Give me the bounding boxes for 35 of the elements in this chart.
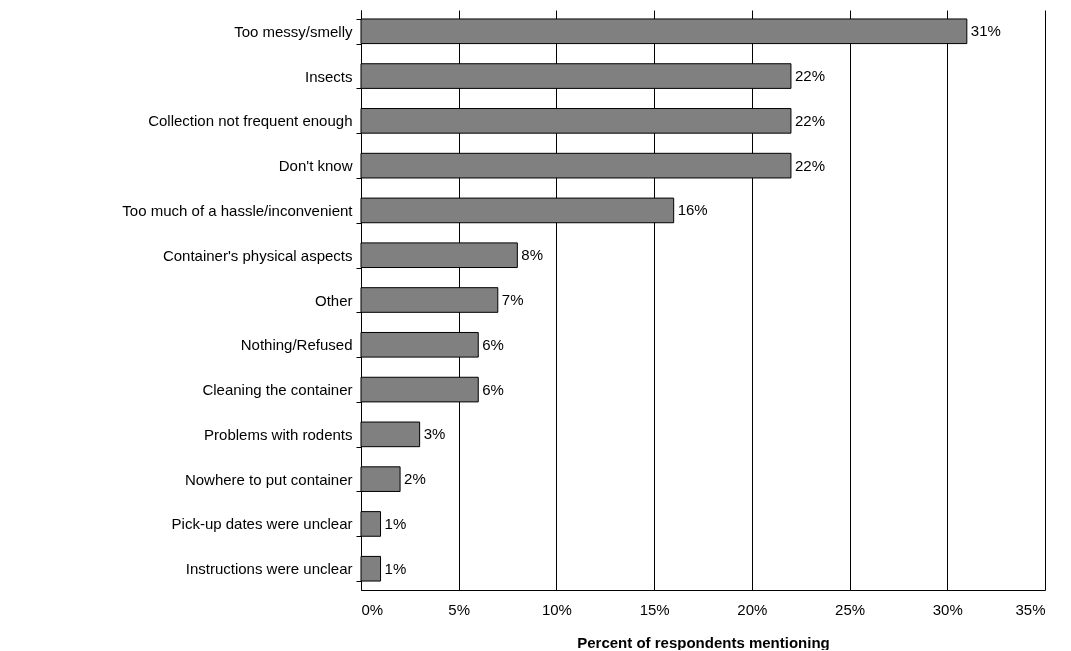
- y-tick-label: Other: [314, 291, 353, 309]
- data-label: 31%: [970, 22, 1001, 40]
- y-tick-label: Cleaning the container: [202, 381, 353, 399]
- x-axis-title: Percent of respondents mentioning: [577, 633, 830, 651]
- data-label: 3%: [423, 425, 446, 443]
- data-label: 16%: [677, 201, 708, 219]
- y-tick-label: Insects: [304, 67, 353, 85]
- data-label: 2%: [404, 470, 426, 488]
- data-label: 7%: [501, 291, 524, 308]
- y-tick-label: Problems with rodents: [204, 425, 353, 443]
- data-label: 22%: [794, 111, 825, 129]
- x-tick-label: 35%: [1015, 600, 1046, 618]
- x-tick-label: 25%: [835, 600, 866, 618]
- x-tick-label: 20%: [737, 600, 768, 618]
- y-tick-label: Instructions were unclear: [185, 560, 353, 578]
- y-tick-label: Too messy/smelly: [234, 22, 353, 40]
- y-tick-label: Pick-up dates were unclear: [171, 515, 353, 533]
- y-tick-label: Container's physical aspects: [162, 246, 353, 264]
- data-label: 1%: [384, 514, 407, 532]
- data-label: 1%: [384, 559, 407, 577]
- x-tick-label: 10%: [541, 600, 572, 618]
- x-tick-label: 5%: [448, 600, 471, 618]
- data-label: 8%: [521, 246, 544, 264]
- data-label: 22%: [794, 156, 825, 174]
- x-tick-label: 15%: [639, 600, 670, 618]
- data-label: 6%: [482, 380, 504, 398]
- y-tick-label: Too much of a hassle/inconvenient: [122, 201, 354, 219]
- y-tick-label: Don't know: [278, 157, 353, 175]
- y-tick-label: Nothing/Refused: [240, 336, 353, 354]
- data-label: 6%: [482, 335, 504, 353]
- data-label: 22%: [794, 67, 825, 85]
- y-tick-label: Collection not frequent enough: [148, 112, 353, 130]
- x-tick-label: 0%: [361, 600, 384, 618]
- y-tick-label: Nowhere to put container: [184, 470, 353, 488]
- x-tick-label: 30%: [932, 600, 963, 618]
